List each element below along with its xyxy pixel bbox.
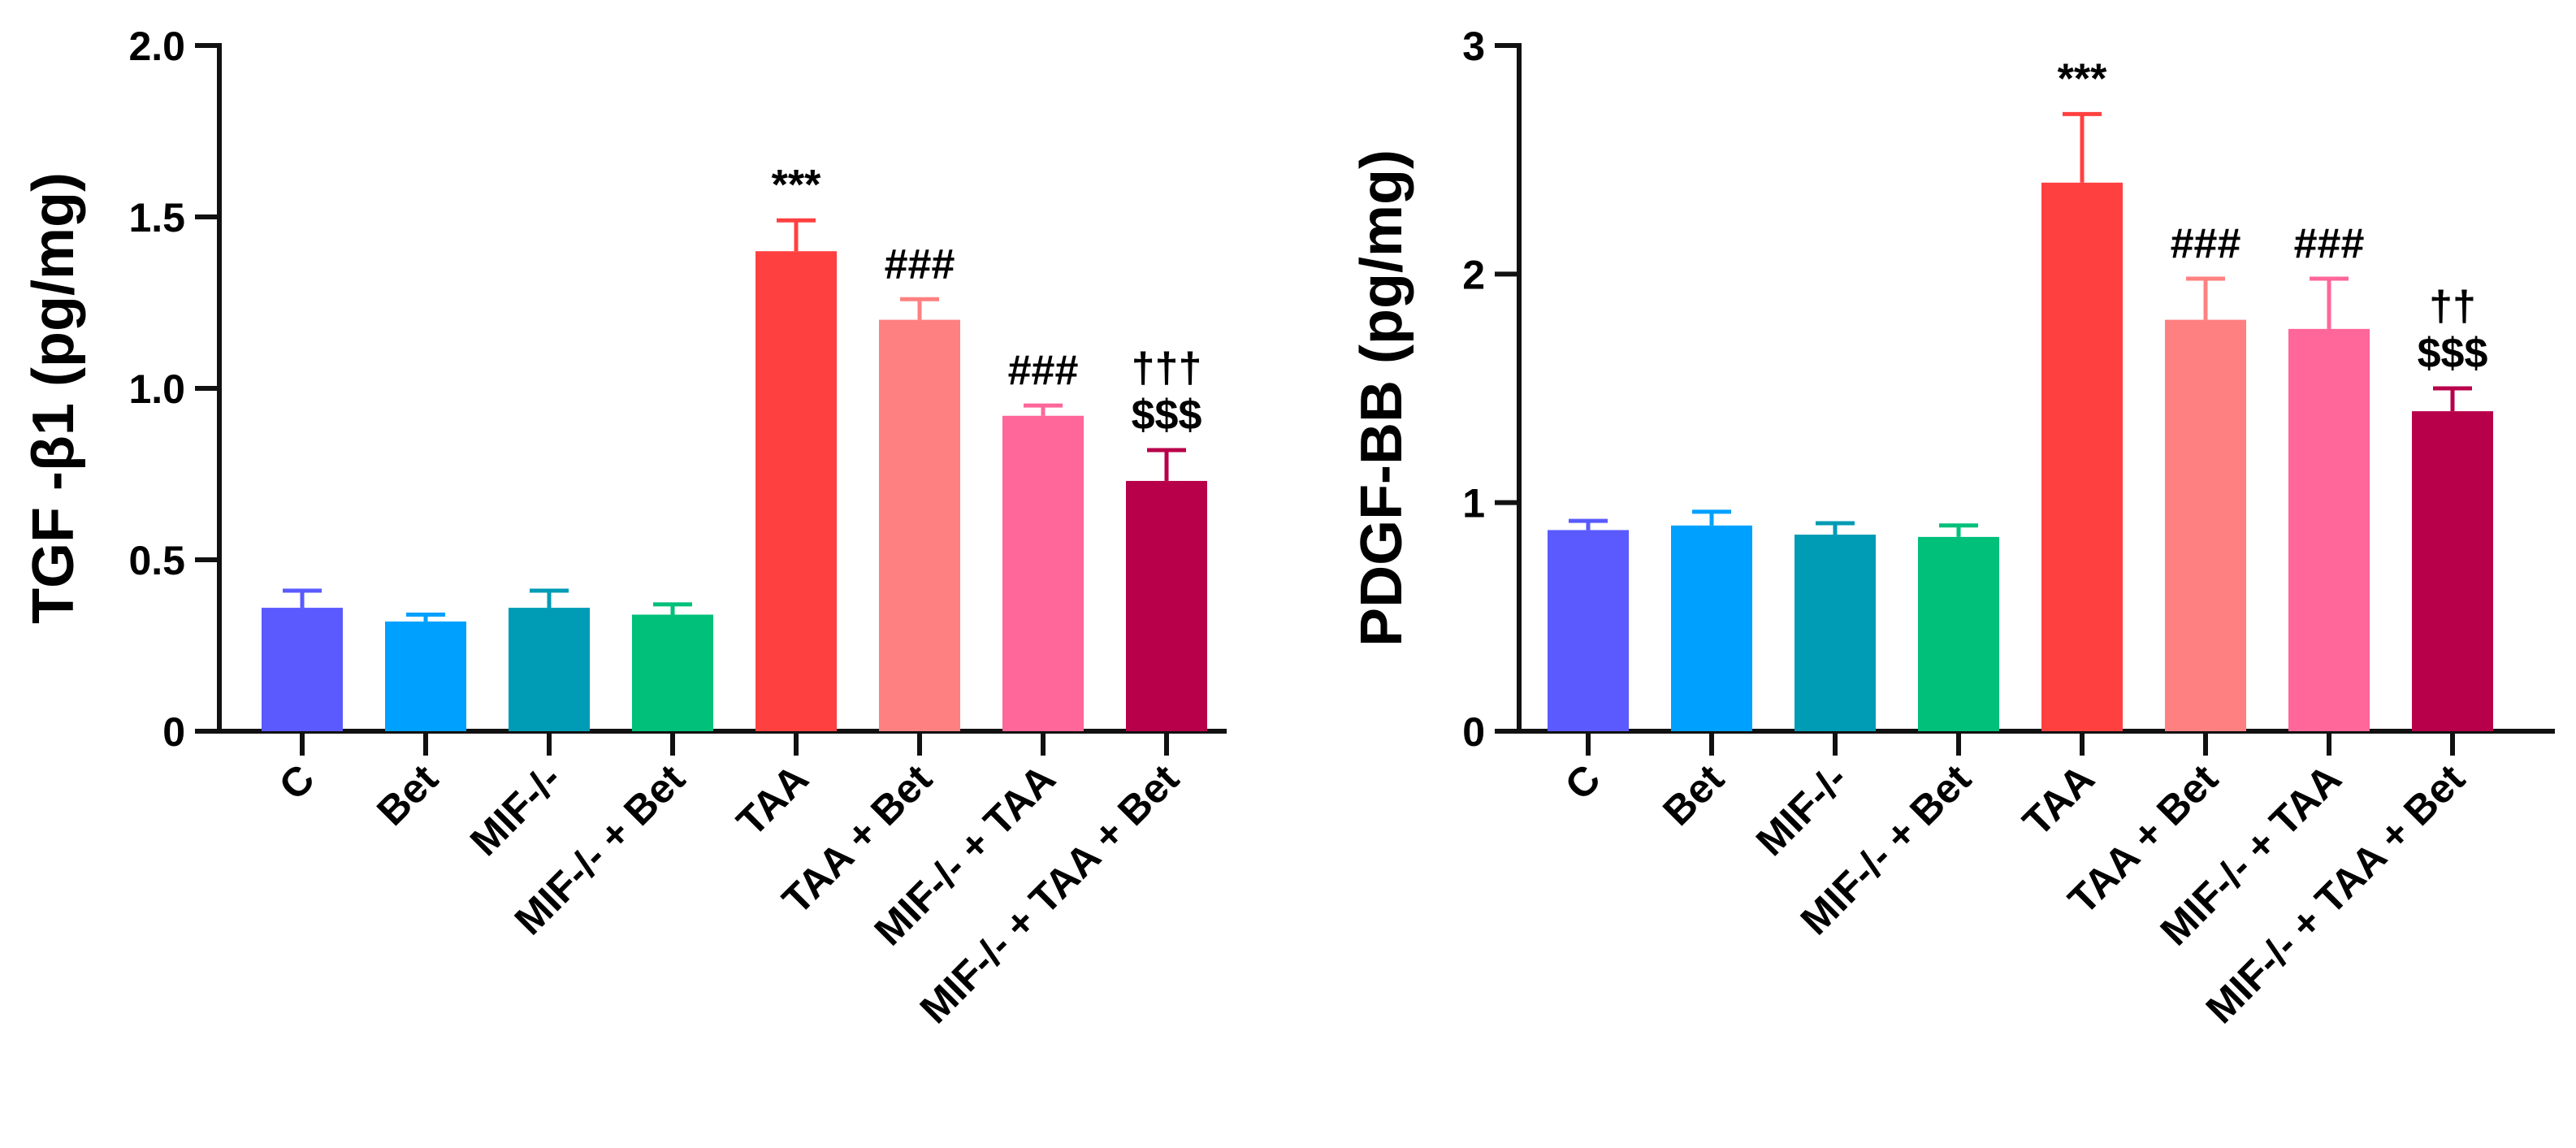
bar [2412, 411, 2493, 731]
bar [632, 614, 713, 731]
y-axis-label: TGF -β1 (pg/mg) [21, 172, 86, 624]
bar [1548, 530, 1629, 731]
bar [1671, 525, 1752, 731]
x-tick-label: C [271, 756, 323, 808]
x-tick-label: MIF-/- [461, 756, 570, 864]
significance-label: $$$ [1132, 392, 1202, 439]
bar [2288, 328, 2370, 731]
bar [262, 608, 343, 731]
x-tick-label: Bet [1654, 756, 1733, 834]
y-tick-label: 2 [1462, 252, 1485, 297]
bar [1795, 535, 1876, 731]
bar [1126, 480, 1207, 731]
y-axis-label: PDGF-BB (pg/mg) [1349, 149, 1414, 647]
y-tick-label: 0.5 [128, 538, 185, 583]
y-tick-label: 1.0 [128, 366, 185, 412]
significance-label: ††† [1132, 344, 1202, 392]
significance-label: ### [885, 240, 955, 288]
x-tick-label: TAA [2014, 756, 2103, 845]
significance-label: *** [2058, 55, 2107, 102]
significance-label: ### [2294, 220, 2365, 267]
y-tick-label: 1.5 [128, 195, 185, 240]
bar [1002, 415, 1084, 731]
bar [385, 621, 466, 731]
bar [2165, 319, 2246, 731]
x-tick-label: Bet [368, 756, 447, 834]
bar [509, 608, 590, 731]
significance-label: ### [1008, 347, 1079, 394]
x-tick-label: MIF-/- [1747, 756, 1856, 864]
x-tick-label: TAA [728, 756, 817, 845]
bar [879, 319, 960, 731]
significance-label: ### [2171, 220, 2241, 267]
bar [755, 251, 837, 731]
significance-label: $$$ [2418, 330, 2488, 377]
y-tick-label: 0 [162, 709, 185, 755]
y-tick-label: 2.0 [128, 24, 185, 69]
significance-label: †† [2429, 283, 2476, 330]
x-tick-label: C [1556, 756, 1609, 808]
bar [2041, 182, 2123, 732]
significance-label: *** [772, 162, 821, 209]
bar [1918, 536, 1999, 731]
y-tick-label: 0 [1462, 709, 1485, 755]
y-tick-label: 3 [1462, 24, 1485, 69]
y-tick-label: 1 [1462, 481, 1485, 526]
